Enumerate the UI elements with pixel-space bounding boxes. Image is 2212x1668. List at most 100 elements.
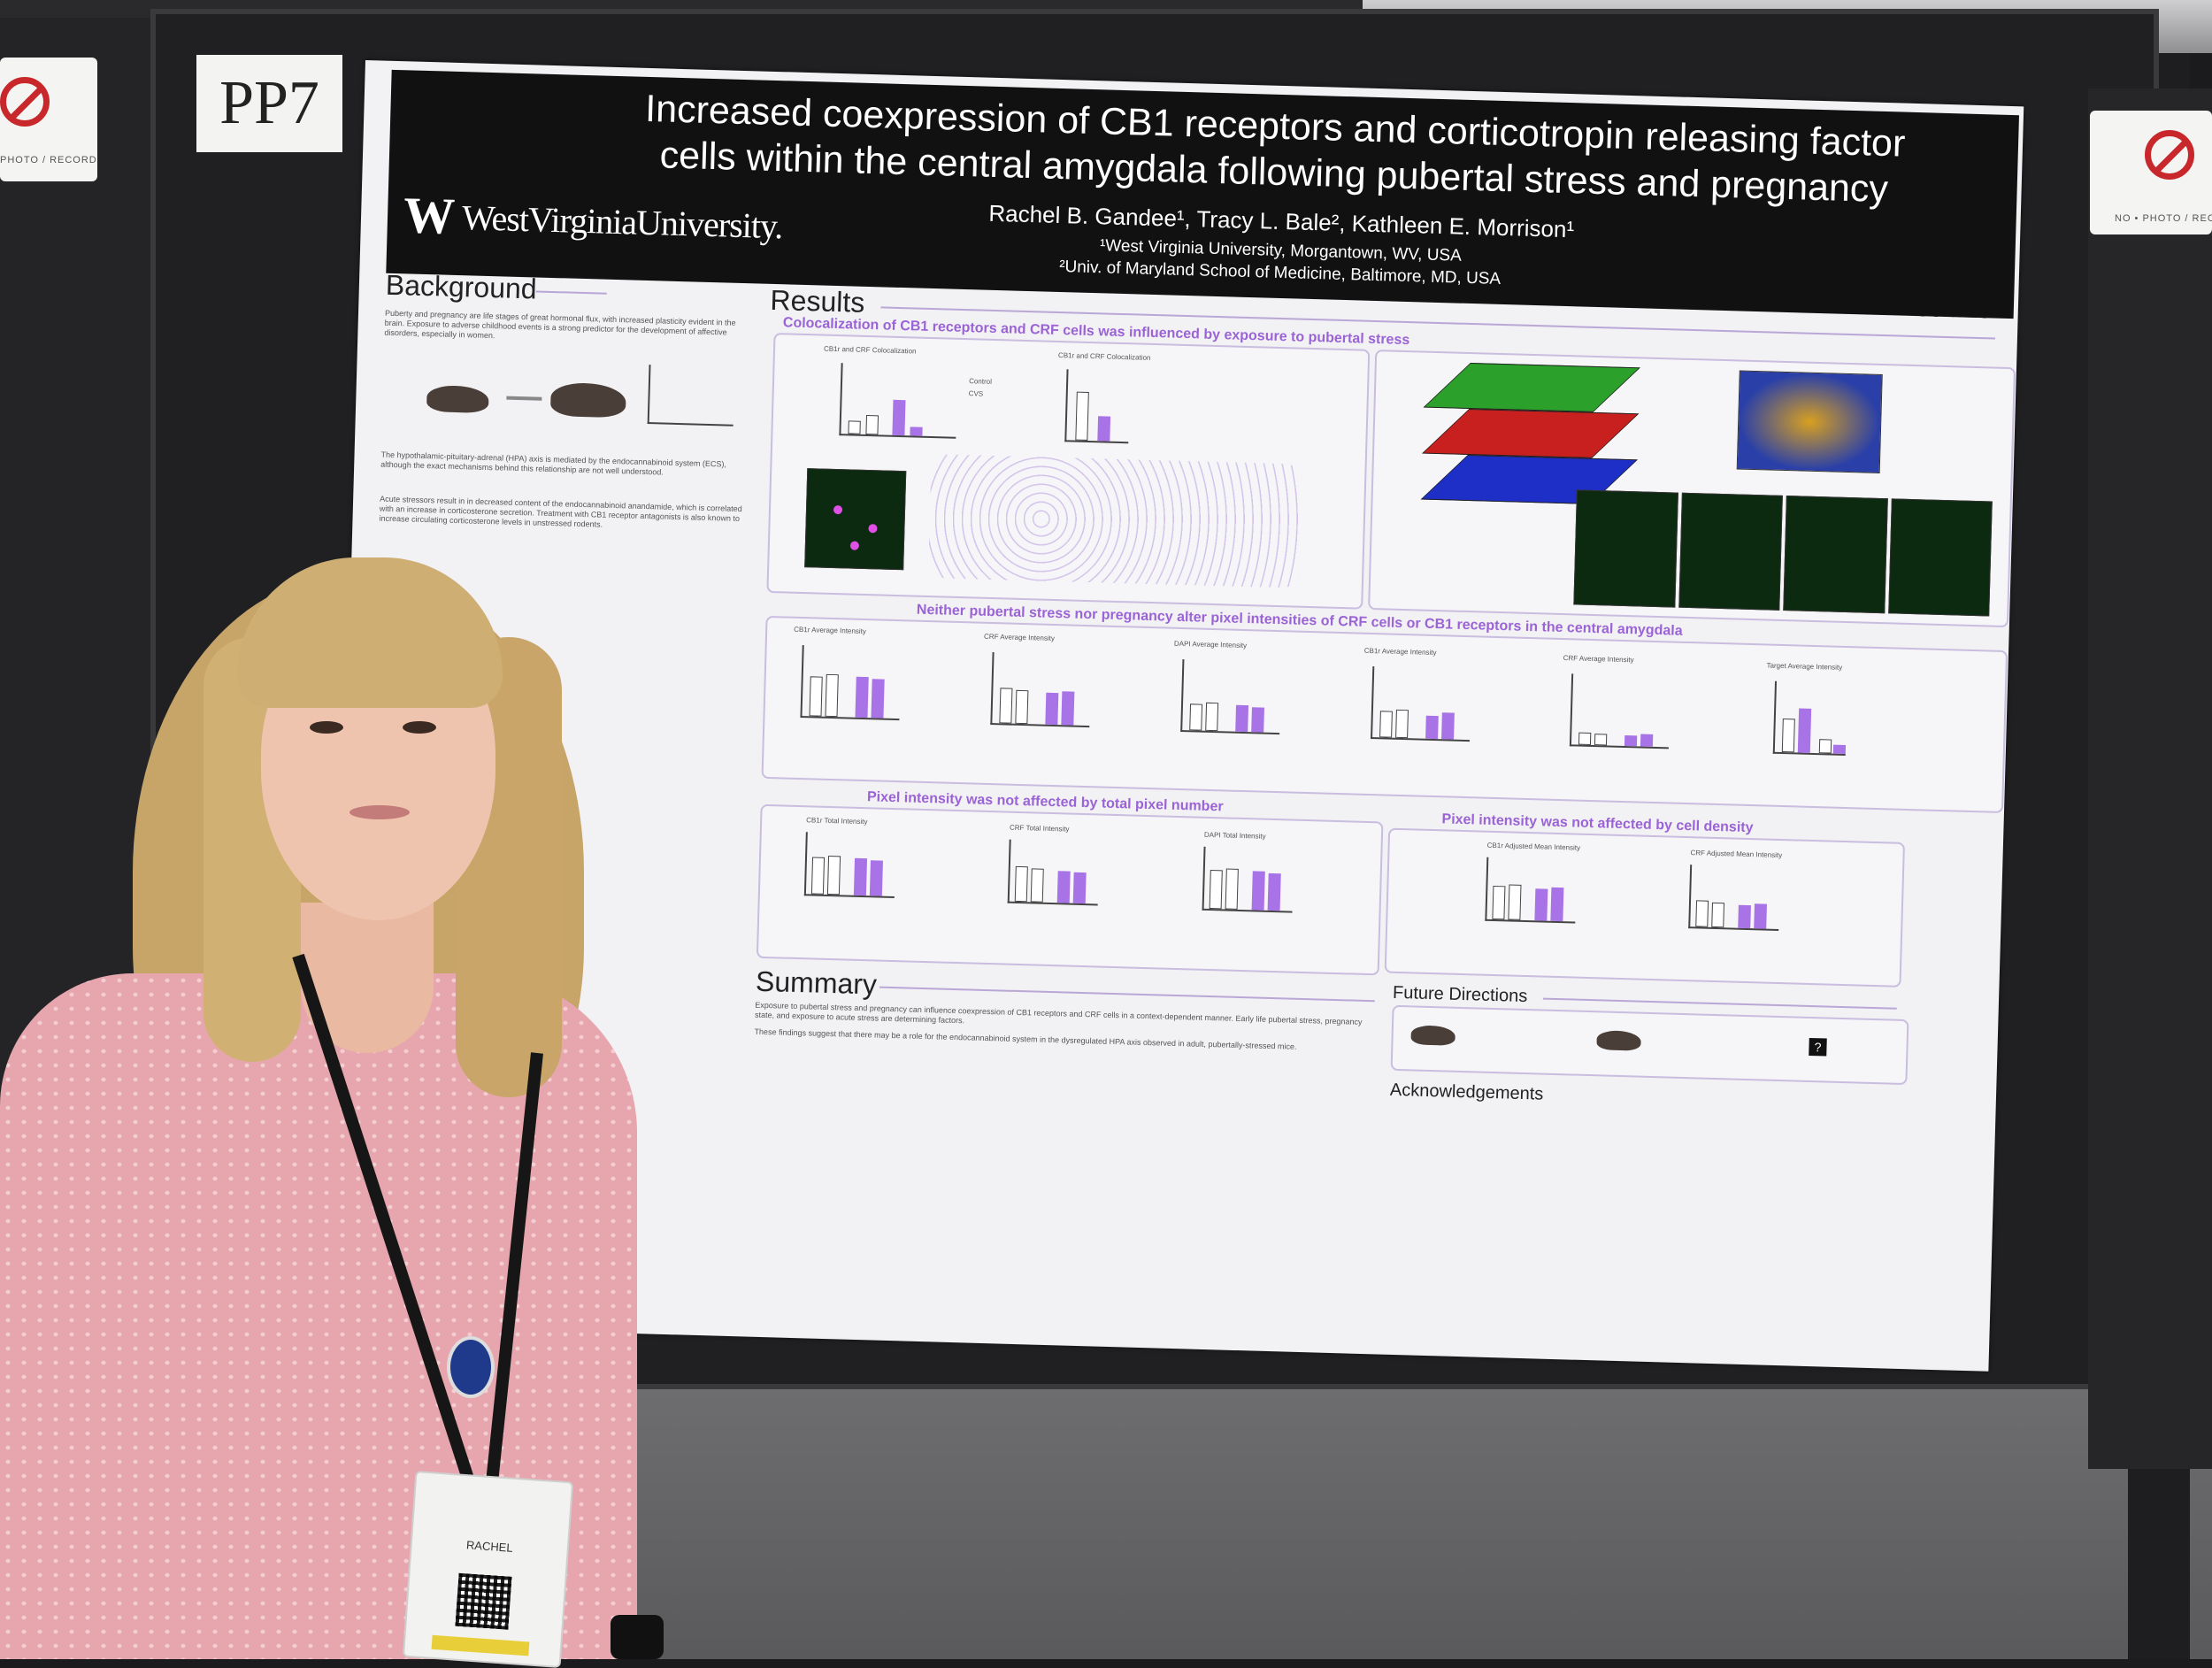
question-icon: ?: [1809, 1037, 1827, 1057]
bar: [1225, 868, 1239, 910]
bar: [1640, 734, 1654, 747]
cb1-adjusted-title: CB1r Adjusted Mean Intensity: [1486, 841, 1581, 852]
university-logo-text: WestVirginiaUniversity.: [461, 196, 784, 246]
crf-total-title: CRF Total Intensity: [1009, 823, 1070, 834]
micrograph-c: [804, 468, 907, 571]
bar: [1030, 868, 1044, 903]
arrow-icon: [506, 396, 542, 401]
pregnant-mouse-icon: [549, 382, 626, 419]
bar: [871, 679, 885, 719]
name-badge: RACHEL: [402, 1471, 574, 1668]
target-avg-title: Target Average Intensity: [1766, 661, 1843, 672]
crf-total-chart: [1007, 839, 1100, 906]
bar: [1492, 885, 1506, 920]
bar: [1508, 884, 1522, 920]
bar: [826, 855, 841, 895]
crf-adjusted-chart: [1688, 865, 1781, 931]
future-directions-heading: Future Directions: [1392, 982, 1528, 1007]
bar: [1550, 887, 1564, 922]
coloc-chart-title: CB1r and CRF Colocalization: [823, 344, 917, 356]
bar: [825, 673, 839, 718]
bar: [1695, 900, 1709, 927]
no-photo-sign-left-text: PHOTO / RECORD: [0, 155, 97, 165]
bar: [1594, 734, 1608, 746]
micrograph-tile: [1678, 492, 1783, 611]
bar: [892, 399, 906, 436]
wv-logo-icon: W: [403, 186, 457, 245]
bar: [1711, 902, 1725, 928]
micrograph-grid: [1573, 489, 1993, 617]
abstract-number: 394.13: [1915, 294, 1993, 324]
bar: [1072, 872, 1087, 904]
badge-name: RACHEL: [465, 1538, 514, 1555]
bar: [1189, 703, 1203, 731]
bar: [1534, 888, 1548, 921]
bar: [1425, 715, 1439, 740]
bar: [999, 688, 1013, 724]
bar: [1818, 739, 1832, 754]
future-directions-panel: ?: [1390, 1004, 1909, 1086]
acknowledgements-heading: Acknowledgements: [1389, 1080, 1544, 1104]
dapi-total-chart: [1202, 846, 1294, 913]
bar: [855, 676, 869, 719]
poster-id: PP7: [219, 69, 319, 137]
background-rule: [535, 290, 607, 295]
bar: [1097, 416, 1111, 442]
no-camera-icon: [0, 77, 50, 127]
mouse-icon: [426, 385, 489, 414]
no-photo-sign-right-text: NO • PHOTO / REC: [2115, 213, 2212, 224]
bar: [1738, 904, 1751, 929]
crf-avg-title-2: CRF Average Intensity: [1563, 654, 1634, 665]
merged-micrograph: [1736, 370, 1883, 473]
bar: [848, 420, 861, 434]
presenter-eye-right: [403, 721, 436, 734]
background-heading: Background: [385, 268, 538, 305]
bar: [1075, 391, 1089, 441]
coloc-chart-a: [839, 363, 958, 439]
bar: [1015, 689, 1029, 725]
cb1-adjusted-chart: [1485, 857, 1578, 924]
bar: [1235, 704, 1249, 733]
bar: [1754, 903, 1767, 929]
bar: [1056, 871, 1071, 903]
qr-code-icon: [455, 1572, 512, 1630]
smartwatch-icon: [611, 1615, 664, 1659]
no-photo-sign-right: NO • PHOTO / REC: [2090, 111, 2212, 234]
mouse-figure: [409, 354, 747, 434]
confocal-layer-cb1: [1423, 363, 1640, 412]
bar: [1267, 872, 1281, 911]
bar: [1441, 712, 1455, 740]
cell-dot: [833, 504, 843, 515]
no-photo-sign-left: PHOTO / RECORD: [0, 58, 97, 181]
background-text-2: The hypothalamic-pituitary-adrenal (HPA)…: [380, 450, 727, 477]
bar: [1797, 708, 1812, 753]
legend-control: Control: [969, 377, 993, 386]
crf-avg-chart-2: [1569, 673, 1671, 749]
cb1-avg-chart-2: [1371, 666, 1472, 742]
coloc-legend: Control CVS: [969, 375, 993, 401]
figure-5-panel: CB1r Average Intensity CRF Average Inten…: [761, 615, 2008, 814]
cell-dot: [849, 541, 860, 550]
bar: [865, 414, 879, 435]
legend-cvs: CVS: [968, 389, 984, 398]
micrograph-tile: [1573, 489, 1678, 608]
presenter-eye-left: [310, 721, 343, 734]
figure-7-panel: CB1r Adjusted Mean Intensity CRF Adjuste…: [1384, 827, 1905, 988]
crf-adjusted-title: CRF Adjusted Mean Intensity: [1690, 849, 1783, 860]
future-directions-rule: [1542, 997, 1897, 1010]
university-logo: W WestVirginiaUniversity.: [403, 186, 784, 251]
figure-4-panel: [1368, 349, 2016, 628]
cell-dot: [868, 524, 878, 534]
micrograph-tile: [1783, 496, 1888, 614]
target-avg-chart: [1772, 680, 1847, 757]
bar: [1251, 707, 1264, 733]
bar: [1014, 865, 1028, 903]
right-poster-board: [2088, 88, 2212, 1469]
cb1-avg-title-2: CB1r Average Intensity: [1363, 646, 1437, 657]
cb1-total-chart: [803, 832, 896, 899]
bar: [1832, 744, 1847, 755]
dapi-total-title: DAPI Total Intensity: [1203, 830, 1266, 841]
bar: [1624, 735, 1638, 747]
results-heading: Results: [770, 283, 865, 319]
summary-rule: [879, 986, 1375, 1003]
